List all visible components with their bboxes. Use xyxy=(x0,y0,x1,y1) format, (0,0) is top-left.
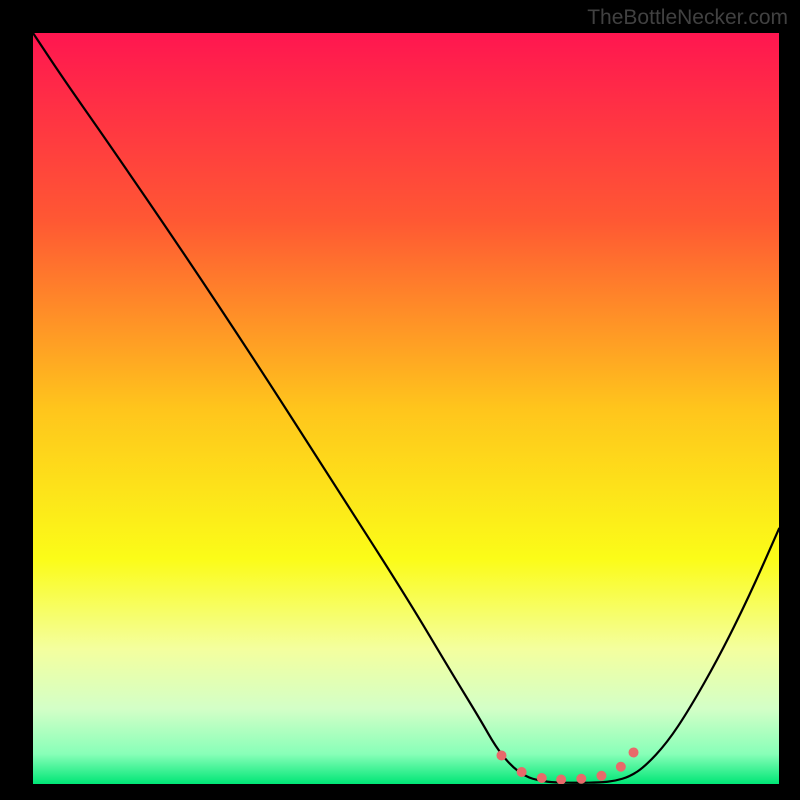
marker-point xyxy=(497,751,506,760)
bottleneck-curve xyxy=(33,33,779,783)
curve-overlay xyxy=(33,33,779,784)
marker-point xyxy=(517,767,526,776)
marker-point xyxy=(557,775,566,784)
marker-point xyxy=(537,773,546,782)
chart-container: TheBottleNecker.com xyxy=(0,0,800,800)
marker-point xyxy=(616,762,625,771)
marker-point xyxy=(577,774,586,783)
plot-area xyxy=(33,33,779,784)
optimal-range-markers xyxy=(497,748,638,784)
watermark-text: TheBottleNecker.com xyxy=(587,6,788,30)
marker-point xyxy=(629,748,638,757)
marker-point xyxy=(597,771,606,780)
